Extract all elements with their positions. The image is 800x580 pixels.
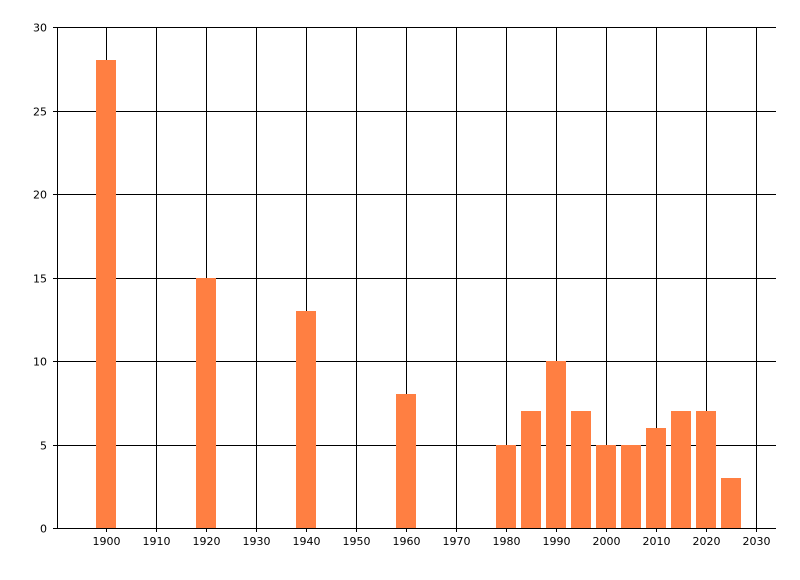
bar-1985 [521,411,541,528]
y-tick-label: 20 [33,189,47,202]
bar-1920 [196,278,216,528]
bar-2010 [646,428,666,528]
x-tick-label: 1980 [493,535,521,548]
axes [57,27,776,529]
bar-2025 [721,478,741,528]
x-tick-label: 2000 [593,535,621,548]
x-tick-label: 1940 [293,535,321,548]
y-tick-label: 30 [33,22,47,35]
x-tick-label: 2010 [643,535,671,548]
bar-2000 [596,445,616,528]
x-tick-label: 2030 [743,535,771,548]
y-tick-label: 10 [33,356,47,369]
bar-1960 [396,394,416,528]
bar-2020 [696,411,716,528]
x-tick-label: 1900 [93,535,121,548]
x-tick-label: 1960 [393,535,421,548]
x-tick-label: 1910 [143,535,171,548]
bar-1980 [496,445,516,528]
y-tick-label: 15 [33,273,47,286]
bar-1900 [96,60,116,528]
x-tick-label: 2020 [693,535,721,548]
x-tick-label: 1990 [543,535,571,548]
bar-2005 [621,445,641,528]
bars [96,60,741,528]
bar-1990 [546,361,566,528]
bar-1995 [571,411,591,528]
x-tick-label: 1920 [193,535,221,548]
y-tick-label: 5 [40,440,47,453]
x-tick-label: 1950 [343,535,371,548]
y-tick-label: 0 [40,523,47,536]
x-tick-label: 1930 [243,535,271,548]
y-tick-label: 25 [33,106,47,119]
tick-labels: 0 5 10 15 20 25 30 1900 1910 1920 1930 1940 1950 1960… [33,22,771,549]
bar-1940 [296,311,316,528]
bar-2015 [671,411,691,528]
x-tick-label: 1970 [443,535,471,548]
